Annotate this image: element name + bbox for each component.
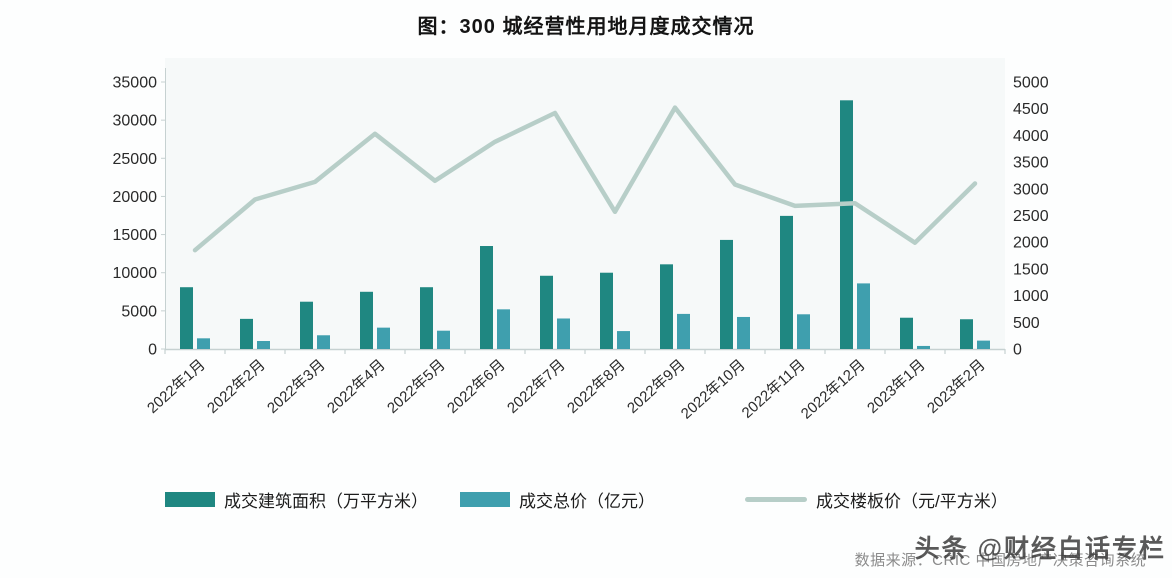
legend-item-floor-price: 成交楼板价（元/平方米） — [745, 487, 1008, 512]
bar — [677, 313, 690, 349]
x-axis-category-label: 2022年5月 — [384, 356, 449, 417]
left-axis-tick-label: 0 — [148, 342, 157, 359]
bar — [377, 327, 390, 349]
right-axis-tick-label: 1500 — [1013, 261, 1049, 278]
x-axis-category-label: 2023年2月 — [924, 356, 989, 417]
right-axis-tick-label: 4500 — [1013, 101, 1049, 118]
right-axis-tick-label: 3500 — [1013, 155, 1049, 172]
bar — [197, 338, 210, 349]
x-axis-category-label: 2022年7月 — [504, 356, 569, 417]
bar — [317, 335, 330, 349]
left-axis-tick-label: 25000 — [113, 151, 158, 168]
combo-chart: 0 5000 10000 15000 20000 25000 30000 35000 0 500 1… — [113, 58, 1049, 423]
chart-title: 图：300 城经营性用地月度成交情况 — [417, 16, 755, 38]
bar — [617, 331, 630, 349]
bar — [437, 330, 450, 349]
left-axis-tick-label: 20000 — [113, 189, 158, 206]
bar-series-1 — [197, 283, 990, 349]
bar — [960, 319, 973, 349]
bar — [720, 239, 733, 349]
x-axis-category-label: 2022年12月 — [798, 356, 869, 422]
bar — [737, 316, 750, 349]
floor-price-line — [192, 105, 978, 253]
legend-label-floor-area: 成交建筑面积（万平方米） — [224, 492, 428, 511]
left-axis-tick-label: 35000 — [113, 75, 158, 92]
axes — [164, 68, 1006, 354]
right-axis-tick-label: 4000 — [1013, 128, 1049, 145]
x-axis-labels: 2022年1月2022年2月2022年3月2022年4月2022年5月2022年… — [144, 356, 989, 422]
floor-area-swatch-icon — [165, 492, 215, 507]
x-axis-category-label: 2022年3月 — [264, 356, 329, 417]
right-axis-tick-label: 2500 — [1013, 208, 1049, 225]
x-axis-category-label: 2022年11月 — [739, 356, 809, 421]
bar — [180, 287, 193, 349]
bar — [360, 291, 373, 349]
x-axis-category-label: 2023年1月 — [864, 356, 929, 417]
legend: 成交建筑面积（万平方米） 成交总价（亿元） 成交楼板价（元/平方米） — [0, 487, 1172, 519]
bar — [557, 318, 570, 349]
bar — [900, 317, 913, 349]
right-axis-tick-label: 2000 — [1013, 235, 1049, 252]
bar — [540, 275, 553, 349]
left-axis-labels: 0 5000 10000 15000 20000 25000 30000 35000 — [113, 75, 165, 359]
left-axis-tick-label: 30000 — [113, 113, 158, 130]
bar — [780, 215, 793, 349]
bar — [600, 272, 613, 349]
bar — [977, 340, 990, 349]
watermark-text: 头条 @财经白话专栏 — [914, 535, 1166, 563]
bar — [797, 314, 810, 349]
bar — [257, 340, 270, 349]
data-source-text: 数据来源：CRIC 中国房地产决策咨询系统 — [854, 552, 1146, 569]
bar — [240, 318, 253, 349]
bar — [840, 100, 853, 350]
plot-background — [165, 58, 1005, 349]
x-axis-category-label: 2022年6月 — [444, 356, 509, 417]
bar — [857, 283, 870, 349]
right-axis-labels: 0 500 1000 1500 2000 2500 3000 3500 4000 4500 5000 — [1013, 75, 1049, 359]
x-axis-category-label: 2022年4月 — [324, 356, 389, 417]
right-axis-tick-label: 5000 — [1013, 75, 1049, 92]
legend-label-floor-price: 成交楼板价（元/平方米） — [816, 492, 1008, 511]
bar — [917, 345, 930, 349]
x-axis-category-label: 2022年10月 — [678, 356, 749, 422]
right-axis-tick-label: 500 — [1013, 315, 1040, 332]
bar — [420, 287, 433, 349]
bar — [660, 264, 673, 349]
left-axis-tick-label: 5000 — [121, 303, 157, 320]
x-axis-category-label: 2022年2月 — [204, 356, 269, 417]
left-axis-tick-label: 10000 — [113, 265, 158, 282]
right-axis-tick-label: 0 — [1013, 342, 1022, 359]
x-axis-category-label: 2022年1月 — [144, 356, 209, 417]
legend-item-total-price: 成交总价（亿元） — [460, 487, 655, 512]
legend-item-floor-area: 成交建筑面积（万平方米） — [165, 487, 428, 512]
bar — [300, 301, 313, 349]
bar — [497, 309, 510, 349]
left-axis-tick-label: 15000 — [113, 227, 158, 244]
bar — [480, 246, 493, 349]
x-axis-category-label: 2022年8月 — [564, 356, 629, 417]
legend-label-total-price: 成交总价（亿元） — [519, 492, 655, 511]
floor-price-line-swatch-icon — [745, 497, 807, 502]
total-price-swatch-icon — [460, 492, 510, 507]
bar-series-0 — [180, 100, 973, 350]
right-axis-tick-label: 1000 — [1013, 288, 1049, 305]
right-axis-tick-label: 3000 — [1013, 181, 1049, 198]
